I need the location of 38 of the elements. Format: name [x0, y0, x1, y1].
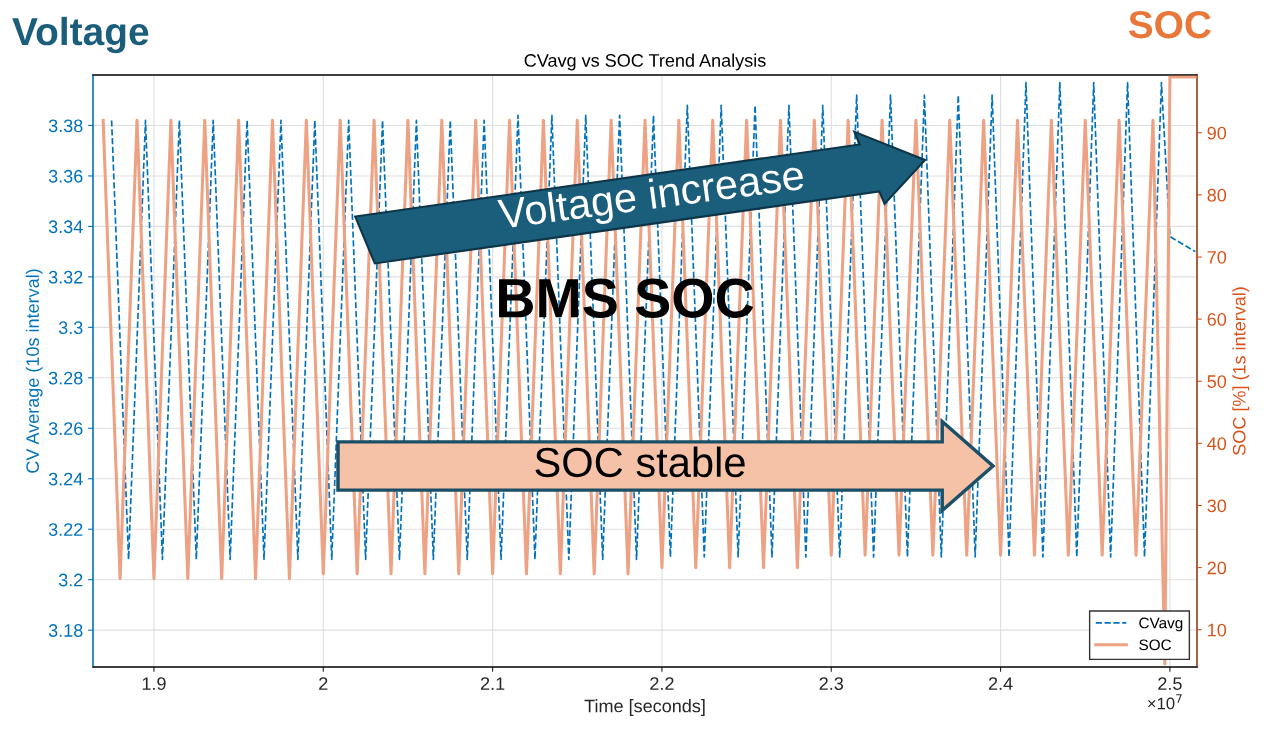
- y2-tick-label: 90: [1207, 126, 1227, 140]
- x-tick-label: 2.4: [988, 677, 1013, 690]
- y-tick-label: 3.3: [58, 321, 83, 335]
- legend-label: CVavg: [1139, 617, 1183, 632]
- x-tick-label: 2.1: [480, 677, 505, 690]
- y-tick-label: 3.36: [48, 169, 83, 183]
- legend-label: SOC: [1139, 639, 1172, 651]
- x-tick-label: 2: [319, 677, 328, 690]
- x-axis-title: Time [seconds]: [584, 699, 705, 716]
- y2-tick-label: 50: [1207, 375, 1227, 388]
- chart-title: CVavg vs SOC Trend Analysis: [524, 53, 766, 71]
- annotation: Voltage increase: [496, 158, 806, 238]
- y2-tick-label: 10: [1208, 623, 1227, 637]
- y-tick-label: 3.28: [48, 371, 83, 385]
- y-tick-label: 3.34: [48, 220, 83, 234]
- text: ×10$^{7}$: [1147, 694, 1182, 710]
- y2-tick-label: 40: [1207, 437, 1227, 451]
- y2-tick-label: 80: [1207, 188, 1227, 202]
- y-tick-label: 3.26: [48, 422, 83, 435]
- y-axis-title: CV Average (10s interval): [25, 269, 43, 473]
- y2-tick-label: 70: [1207, 250, 1227, 264]
- y2-axis-title: SOC [%] (1s interval): [1232, 287, 1250, 455]
- y2-tick-label: 20: [1207, 561, 1227, 575]
- y-tick-label: 3.2: [58, 573, 83, 587]
- x-tick-label: 1.9: [142, 677, 166, 690]
- x-tick-label: 2.5: [1158, 677, 1182, 690]
- text: SOC: [1128, 10, 1211, 39]
- x-tick-label: 2.2: [650, 677, 674, 690]
- y-tick-label: 3.24: [48, 472, 83, 486]
- text: Voltage: [12, 16, 149, 54]
- y-tick-label: 3.18: [48, 624, 83, 637]
- y-tick-label: 3.38: [48, 119, 83, 133]
- x-tick-label: 2.3: [819, 677, 844, 690]
- y-tick-label: 3.32: [48, 270, 83, 284]
- annotation: SOC stable: [535, 446, 745, 478]
- y2-tick-label: 30: [1207, 499, 1227, 513]
- y2-tick-label: 60: [1207, 313, 1227, 326]
- y-tick-label: 3.22: [48, 523, 83, 536]
